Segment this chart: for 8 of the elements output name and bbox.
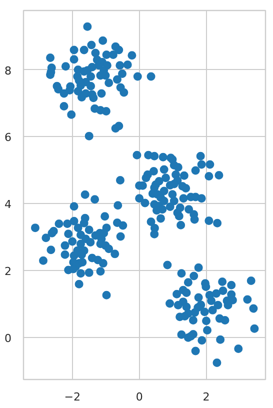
y-tick-label: 0	[4, 332, 12, 346]
y-tick-label: 2	[4, 265, 12, 278]
x-tick-label: −2	[64, 390, 80, 404]
y-tick-label: 8	[4, 64, 12, 78]
y-tick-label: 6	[4, 131, 12, 144]
y-tick-label: 4	[4, 198, 12, 212]
x-tick-label: 2	[202, 390, 210, 404]
x-tick-label: 0	[136, 390, 143, 404]
